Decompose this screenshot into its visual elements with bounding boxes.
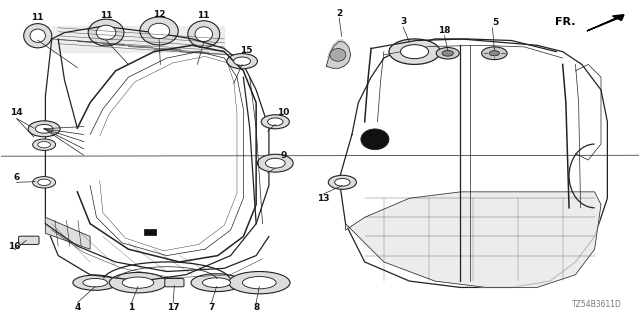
Text: 3: 3 bbox=[400, 17, 406, 26]
Circle shape bbox=[33, 139, 56, 150]
Circle shape bbox=[268, 118, 283, 126]
Ellipse shape bbox=[202, 278, 230, 288]
Circle shape bbox=[481, 47, 507, 60]
Polygon shape bbox=[328, 40, 346, 60]
Ellipse shape bbox=[243, 276, 276, 289]
Ellipse shape bbox=[191, 274, 242, 292]
FancyBboxPatch shape bbox=[165, 278, 184, 287]
Text: 11: 11 bbox=[100, 12, 112, 20]
Text: 12: 12 bbox=[153, 10, 165, 19]
Text: 6: 6 bbox=[13, 173, 20, 182]
Polygon shape bbox=[339, 39, 607, 287]
Text: 10: 10 bbox=[277, 108, 290, 117]
Ellipse shape bbox=[195, 27, 212, 42]
Ellipse shape bbox=[24, 24, 52, 48]
Ellipse shape bbox=[30, 29, 45, 43]
Text: 1: 1 bbox=[129, 303, 135, 312]
Circle shape bbox=[38, 141, 51, 148]
Text: 11: 11 bbox=[198, 12, 210, 20]
Text: 13: 13 bbox=[317, 194, 330, 204]
Ellipse shape bbox=[188, 21, 220, 48]
Text: 18: 18 bbox=[438, 26, 451, 35]
Circle shape bbox=[28, 121, 60, 137]
Circle shape bbox=[38, 179, 51, 186]
Ellipse shape bbox=[140, 17, 178, 45]
Circle shape bbox=[234, 57, 250, 65]
Ellipse shape bbox=[148, 23, 170, 39]
Text: 15: 15 bbox=[240, 46, 253, 55]
Ellipse shape bbox=[122, 277, 154, 288]
Circle shape bbox=[328, 175, 356, 189]
Text: 8: 8 bbox=[253, 303, 259, 312]
Text: 2: 2 bbox=[336, 9, 342, 18]
Text: 17: 17 bbox=[167, 303, 179, 312]
Circle shape bbox=[227, 53, 257, 69]
Ellipse shape bbox=[83, 278, 108, 287]
Circle shape bbox=[436, 48, 460, 59]
FancyBboxPatch shape bbox=[145, 228, 156, 235]
Ellipse shape bbox=[228, 271, 290, 294]
Text: 14: 14 bbox=[10, 108, 23, 117]
Circle shape bbox=[257, 154, 293, 172]
Text: FR.: FR. bbox=[555, 17, 575, 28]
Ellipse shape bbox=[73, 275, 118, 290]
Circle shape bbox=[335, 179, 350, 186]
Ellipse shape bbox=[88, 19, 124, 46]
Text: TZ54B3611D: TZ54B3611D bbox=[572, 300, 621, 309]
Circle shape bbox=[442, 50, 454, 56]
Circle shape bbox=[389, 39, 440, 64]
Polygon shape bbox=[45, 26, 269, 281]
Ellipse shape bbox=[96, 25, 116, 40]
Text: 16: 16 bbox=[8, 242, 21, 251]
Polygon shape bbox=[587, 15, 624, 31]
Ellipse shape bbox=[109, 272, 167, 293]
Circle shape bbox=[33, 177, 56, 188]
Text: 5: 5 bbox=[493, 19, 499, 28]
Polygon shape bbox=[346, 192, 601, 287]
Circle shape bbox=[489, 51, 499, 56]
Text: 4: 4 bbox=[74, 303, 81, 312]
Ellipse shape bbox=[361, 129, 389, 150]
Text: 7: 7 bbox=[208, 303, 214, 312]
Polygon shape bbox=[326, 42, 351, 68]
Circle shape bbox=[35, 124, 53, 133]
Text: 9: 9 bbox=[280, 151, 287, 160]
Text: 11: 11 bbox=[31, 13, 44, 22]
Circle shape bbox=[266, 158, 285, 168]
FancyBboxPatch shape bbox=[19, 236, 39, 244]
Circle shape bbox=[261, 115, 289, 129]
Polygon shape bbox=[45, 217, 90, 249]
Circle shape bbox=[401, 45, 429, 59]
Ellipse shape bbox=[330, 49, 346, 61]
